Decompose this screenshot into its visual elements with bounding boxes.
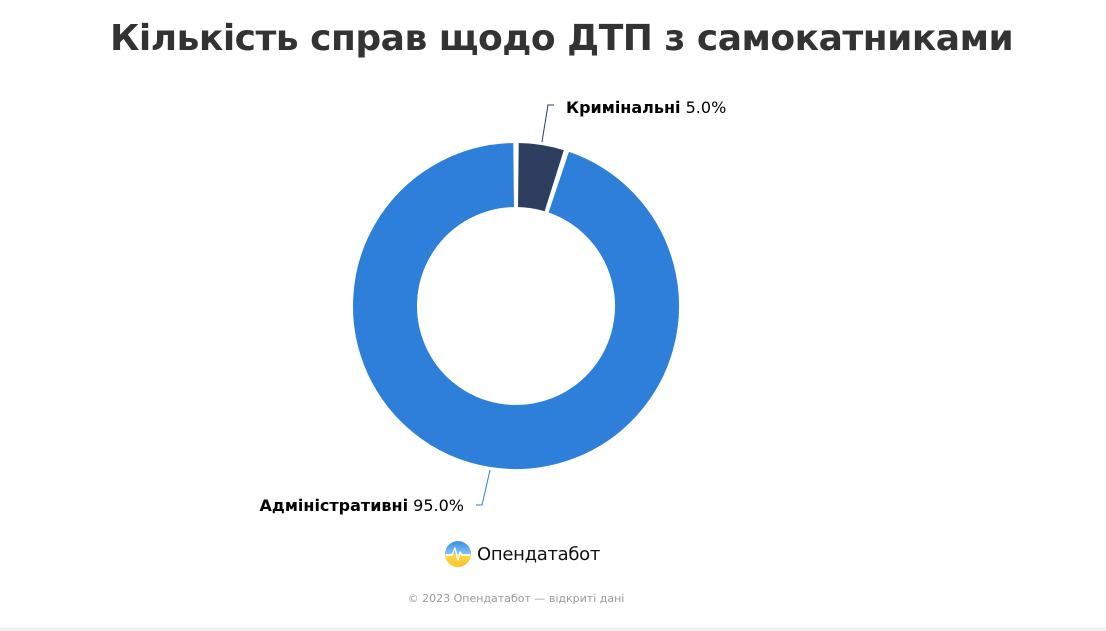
brand-mark[interactable]: Опендатабот [444,540,600,568]
footer-copyright: © 2023 Опендатабот — відкриті дані [407,592,625,605]
connector-1 [476,469,491,506]
data-label-name: Кримінальні [566,98,681,117]
slice-0[interactable] [516,141,567,214]
brand-name: Опендатабот [477,543,601,565]
opendatabot-logo-icon [445,541,471,567]
data-label-name: Адміністративні [260,496,409,515]
data-label-1: Адміністративні 95.0% [260,496,464,515]
slice-1[interactable] [351,141,681,471]
data-label-value: 5.0% [681,98,727,117]
data-label-value: 95.0% [408,496,464,515]
bottom-divider [0,627,1106,631]
labels-layer: Кримінальні 5.0% Адміністративні 95.0% [260,98,727,515]
data-label-0: Кримінальні 5.0% [566,98,726,117]
connector-0 [541,104,554,143]
slices-layer [351,141,681,471]
chart-title: Кількість справ щодо ДТП з самокатниками [110,18,1014,59]
